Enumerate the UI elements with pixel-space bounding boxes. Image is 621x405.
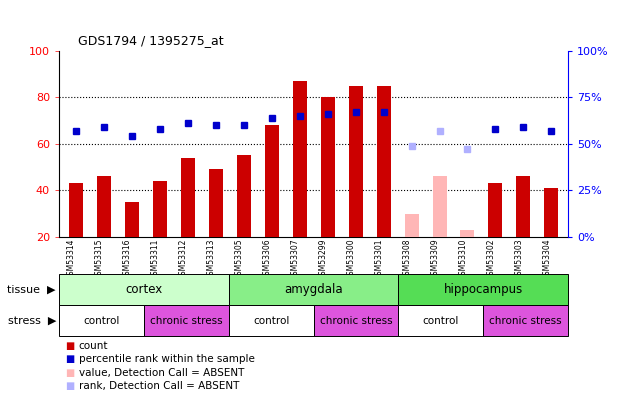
Bar [348, 85, 363, 237]
Text: cortex: cortex [125, 283, 163, 296]
Text: GDS1794 / 1395275_at: GDS1794 / 1395275_at [78, 34, 224, 47]
Bar [545, 188, 558, 237]
Text: chronic stress: chronic stress [150, 315, 222, 326]
Text: tissue  ▶: tissue ▶ [7, 284, 56, 294]
Text: chronic stress: chronic stress [489, 315, 562, 326]
Text: GSM53300: GSM53300 [347, 239, 356, 280]
Bar [399, 305, 483, 336]
Text: GSM53302: GSM53302 [486, 239, 496, 280]
Text: ■: ■ [65, 341, 75, 351]
Text: control: control [83, 315, 120, 326]
Text: GSM53311: GSM53311 [151, 239, 160, 280]
Bar [59, 274, 229, 305]
Bar [209, 169, 223, 237]
Text: amygdala: amygdala [284, 283, 343, 296]
Bar [314, 305, 399, 336]
Bar [237, 156, 251, 237]
Text: ■: ■ [65, 368, 75, 377]
Text: GSM53308: GSM53308 [402, 239, 412, 280]
Bar [265, 125, 279, 237]
Text: GSM53313: GSM53313 [207, 239, 215, 280]
Bar [461, 230, 474, 237]
Text: GSM53307: GSM53307 [291, 239, 299, 280]
Bar [229, 274, 399, 305]
Text: GSM53309: GSM53309 [430, 239, 440, 280]
Text: GSM53304: GSM53304 [542, 239, 551, 280]
Text: count: count [79, 341, 109, 351]
Text: control: control [423, 315, 459, 326]
Text: hippocampus: hippocampus [444, 283, 523, 296]
Text: GSM53316: GSM53316 [123, 239, 132, 280]
Text: ■: ■ [65, 381, 75, 391]
Text: GSM53312: GSM53312 [179, 239, 188, 280]
Bar [483, 305, 568, 336]
Bar [59, 305, 144, 336]
Bar [489, 183, 502, 237]
Bar [181, 158, 195, 237]
Text: chronic stress: chronic stress [320, 315, 392, 326]
Bar [399, 274, 568, 305]
Bar [125, 202, 138, 237]
Text: rank, Detection Call = ABSENT: rank, Detection Call = ABSENT [79, 381, 239, 391]
Text: GSM53301: GSM53301 [374, 239, 384, 280]
Text: GSM53306: GSM53306 [263, 239, 271, 280]
Text: GSM53303: GSM53303 [514, 239, 524, 280]
Text: control: control [253, 315, 289, 326]
Bar [292, 81, 307, 237]
Bar [320, 97, 335, 237]
Bar [432, 177, 446, 237]
Text: value, Detection Call = ABSENT: value, Detection Call = ABSENT [79, 368, 244, 377]
Text: GSM53299: GSM53299 [319, 239, 328, 280]
Bar [144, 305, 229, 336]
Text: stress  ▶: stress ▶ [7, 315, 56, 326]
Bar [69, 183, 83, 237]
Bar [153, 181, 166, 237]
Text: GSM53305: GSM53305 [235, 239, 243, 280]
Bar [517, 177, 530, 237]
Bar [229, 305, 314, 336]
Bar [376, 85, 391, 237]
Text: percentile rank within the sample: percentile rank within the sample [79, 354, 255, 364]
Text: ■: ■ [65, 354, 75, 364]
Text: GSM53315: GSM53315 [95, 239, 104, 280]
Bar [404, 214, 419, 237]
Bar [97, 177, 111, 237]
Text: GSM53310: GSM53310 [458, 239, 468, 280]
Text: GSM53314: GSM53314 [67, 239, 76, 280]
